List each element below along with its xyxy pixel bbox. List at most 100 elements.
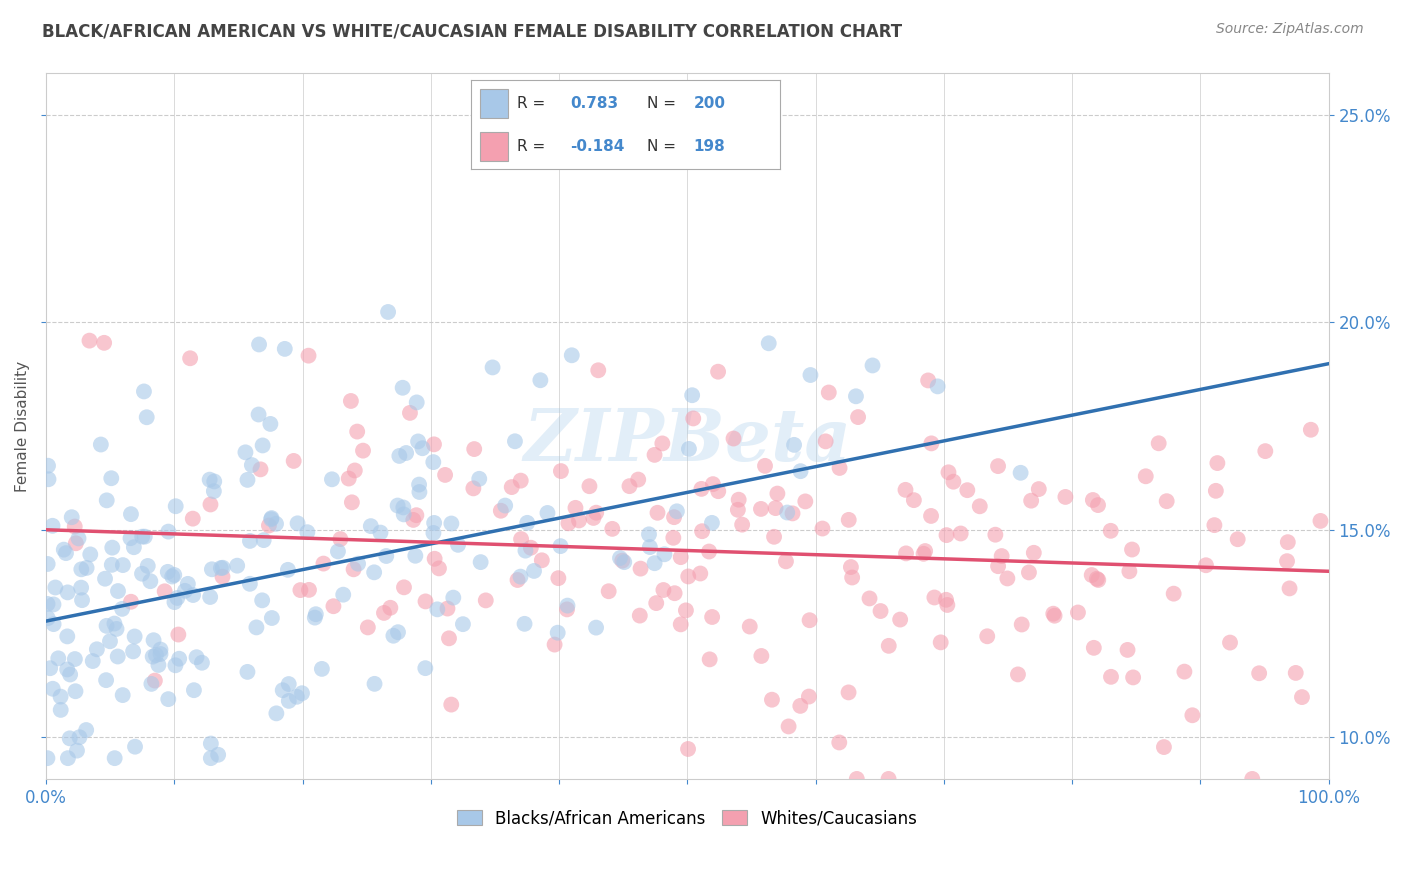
Point <box>342 562 364 576</box>
Point <box>862 359 884 373</box>
Point <box>727 503 749 517</box>
Point <box>828 735 851 749</box>
Point <box>39 661 62 675</box>
Point <box>360 519 382 533</box>
Point <box>211 569 233 583</box>
Point <box>377 305 399 319</box>
Point <box>387 499 409 513</box>
Point <box>536 506 558 520</box>
Text: -0.184: -0.184 <box>569 139 624 153</box>
Point <box>749 502 772 516</box>
Point <box>139 574 162 589</box>
Point <box>392 508 415 522</box>
Point <box>1254 444 1277 458</box>
Point <box>283 454 305 468</box>
Point <box>513 616 536 631</box>
Point <box>678 569 700 583</box>
Point <box>841 570 863 584</box>
Point <box>1099 524 1122 538</box>
Point <box>142 649 165 664</box>
Point <box>1285 665 1308 680</box>
Point <box>160 569 183 583</box>
Point <box>260 511 283 525</box>
Point <box>271 683 294 698</box>
Point <box>894 483 917 497</box>
Point <box>1118 564 1140 578</box>
Point <box>156 565 179 579</box>
Point <box>347 557 370 571</box>
Point <box>415 661 437 675</box>
Point <box>1018 566 1040 580</box>
Point <box>1309 514 1331 528</box>
Point <box>838 685 860 699</box>
Point <box>136 558 159 573</box>
Point <box>778 719 800 733</box>
Point <box>1277 535 1299 549</box>
Point <box>132 384 155 399</box>
Point <box>179 351 201 366</box>
Point <box>42 617 65 632</box>
Point <box>474 593 496 607</box>
Point <box>1067 606 1090 620</box>
Point <box>754 458 776 473</box>
Point <box>1291 690 1313 705</box>
Point <box>65 684 87 698</box>
Point <box>100 471 122 485</box>
Point <box>101 558 124 572</box>
Point <box>37 751 59 765</box>
Point <box>245 620 267 634</box>
Point <box>153 584 176 599</box>
Point <box>894 546 917 560</box>
Point <box>198 473 221 487</box>
Point <box>1085 572 1108 586</box>
Point <box>638 527 661 541</box>
Point <box>142 633 165 648</box>
Point <box>644 448 666 462</box>
Point <box>96 493 118 508</box>
Y-axis label: Female Disability: Female Disability <box>15 360 30 491</box>
Point <box>699 652 721 666</box>
Point <box>509 569 531 583</box>
Point <box>889 613 911 627</box>
Point <box>387 625 409 640</box>
Point <box>838 513 860 527</box>
Point <box>392 580 415 594</box>
Point <box>56 663 79 677</box>
Point <box>530 553 553 567</box>
Point <box>858 591 880 606</box>
Point <box>1116 643 1139 657</box>
Point <box>1206 456 1229 470</box>
Point <box>1121 542 1143 557</box>
Point <box>321 472 343 486</box>
Point <box>312 557 335 571</box>
Point <box>98 634 121 648</box>
Point <box>676 742 699 756</box>
Text: ZIPBeta: ZIPBeta <box>523 405 852 475</box>
Point <box>70 593 93 607</box>
Point <box>976 629 998 643</box>
Point <box>423 437 446 451</box>
Point <box>259 417 281 431</box>
Point <box>1173 665 1195 679</box>
Point <box>56 629 79 643</box>
Point <box>935 528 957 542</box>
Point <box>561 348 583 362</box>
Point <box>145 648 167 662</box>
Point <box>814 434 837 449</box>
Point <box>702 477 724 491</box>
Point <box>41 518 63 533</box>
Point <box>250 593 273 607</box>
Point <box>1181 708 1204 723</box>
Point <box>70 581 93 595</box>
Point <box>468 472 491 486</box>
Point <box>105 622 128 636</box>
Point <box>630 561 652 575</box>
Point <box>437 632 460 646</box>
Point <box>700 516 723 530</box>
Point <box>111 558 134 573</box>
Point <box>776 506 799 520</box>
Point <box>645 596 668 610</box>
Point <box>298 582 321 597</box>
Point <box>94 572 117 586</box>
Point <box>163 595 186 609</box>
